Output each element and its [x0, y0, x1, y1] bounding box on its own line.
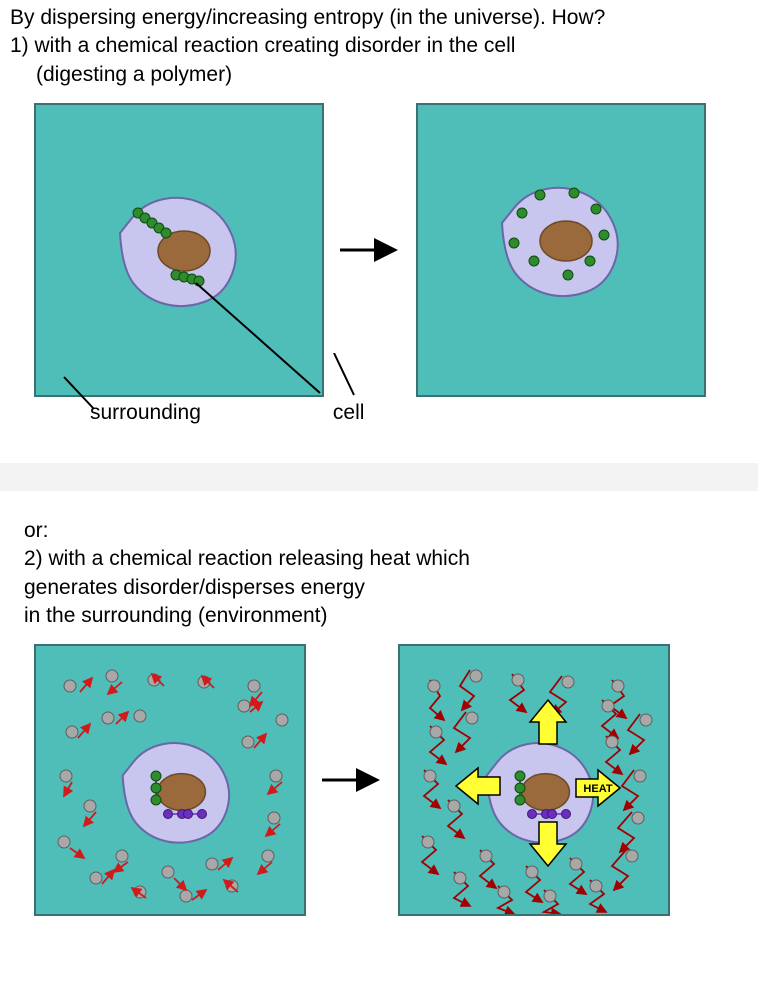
- opt2-line2: generates disorder/disperses energy: [24, 576, 365, 599]
- panel-1b: [416, 103, 706, 397]
- label-cell: cell: [333, 401, 365, 425]
- opt1-line1: 1) with a chemical reaction creating dis…: [10, 34, 515, 57]
- panel-2a: [34, 644, 306, 916]
- intro-line: By dispersing energy/increasing entropy …: [10, 6, 605, 29]
- section-gap: [0, 463, 758, 491]
- panel-row-1: [10, 103, 748, 397]
- opt1-line2: (digesting a polymer): [10, 63, 232, 86]
- or-text: or:: [24, 519, 49, 542]
- svg-text:HEAT: HEAT: [583, 783, 612, 795]
- opt2-line1: 2) with a chemical reaction releasing he…: [24, 547, 470, 570]
- panel-2b: HEAT: [398, 644, 670, 916]
- section-option-2: or: 2) with a chemical reaction releasin…: [0, 491, 758, 934]
- opt2-text: or: 2) with a chemical reaction releasin…: [24, 517, 748, 630]
- section-option-1: By dispersing energy/increasing entropy …: [0, 0, 758, 463]
- arrow-transition-1: [338, 236, 402, 264]
- panel-row-2: HEAT: [10, 644, 748, 916]
- intro-text: By dispersing energy/increasing entropy …: [10, 4, 748, 89]
- panel-1a: [34, 103, 324, 397]
- arrow-transition-2: [320, 766, 384, 794]
- label-row-1: surrounding cell: [10, 401, 748, 425]
- opt2-line3: in the surrounding (environment): [24, 604, 328, 627]
- label-surrounding: surrounding: [90, 401, 201, 425]
